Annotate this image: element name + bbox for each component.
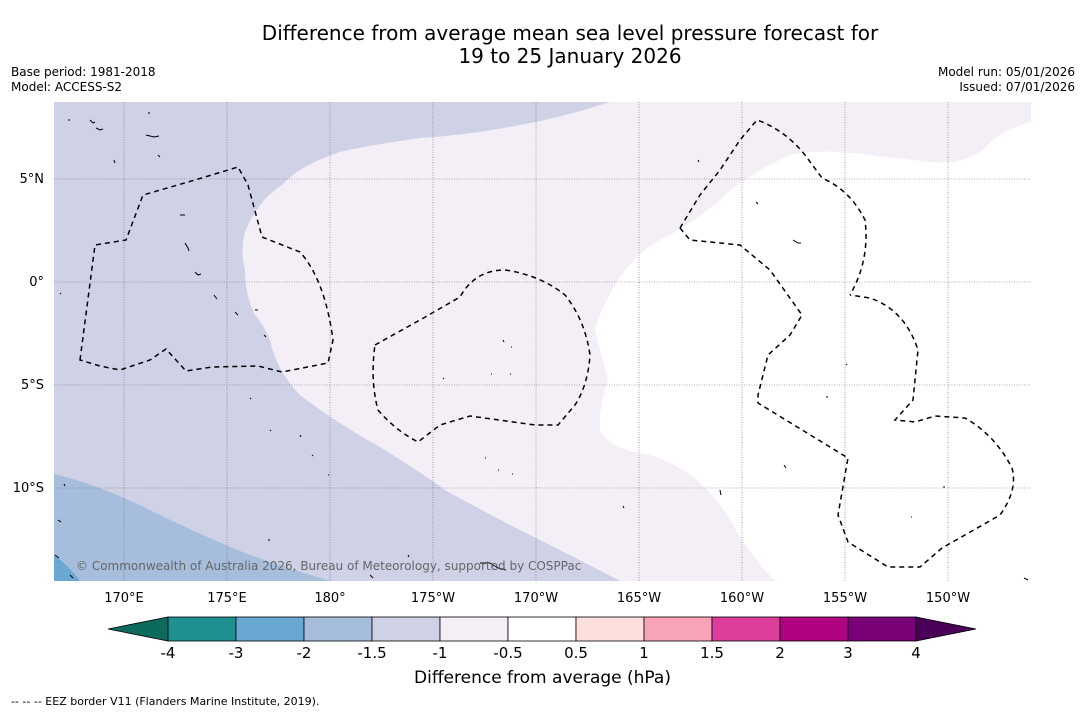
copyright-text: © Commonwealth of Australia 2026, Bureau… bbox=[76, 559, 581, 573]
island-12 bbox=[234, 311, 239, 316]
lon-label-180: 180° bbox=[314, 591, 345, 606]
island-21 bbox=[442, 377, 445, 380]
eez-border-line-islands bbox=[679, 119, 867, 296]
colorbar-seg-6 bbox=[507, 616, 577, 642]
island-40 bbox=[57, 519, 62, 523]
cb-tick-7: 0.5 bbox=[564, 644, 588, 662]
island-3 bbox=[95, 127, 104, 131]
lat-label-5s: 5°S bbox=[21, 378, 44, 393]
base-period: Base period: 1981-2018 bbox=[11, 65, 156, 79]
lon-label-155w: 155°W bbox=[823, 591, 867, 606]
lon-label-175e: 175°E bbox=[207, 591, 247, 606]
island-17 bbox=[755, 201, 759, 205]
lat-label-0: 0° bbox=[29, 275, 44, 290]
island-47 bbox=[1023, 577, 1029, 581]
island-7 bbox=[113, 159, 116, 164]
cb-tick-12: 4 bbox=[911, 644, 921, 662]
lat-label-10s: 10°S bbox=[13, 481, 44, 496]
eez-legend-footer: -- -- -- EEZ border V11 (Flanders Marine… bbox=[11, 695, 320, 708]
island-34 bbox=[299, 434, 302, 438]
colorbar bbox=[107, 616, 977, 642]
island-44 bbox=[407, 554, 410, 558]
colorbar-seg-8 bbox=[643, 616, 713, 642]
colorbar-seg-3 bbox=[303, 616, 373, 642]
gridlines bbox=[54, 102, 1031, 581]
colorbar-seg-5 bbox=[439, 616, 509, 642]
colorbar-above-max bbox=[915, 616, 977, 642]
island-9 bbox=[184, 242, 190, 252]
lon-label-175w: 175°W bbox=[411, 591, 455, 606]
cb-tick-8: 1 bbox=[639, 644, 649, 662]
cb-tick-4: -1.5 bbox=[357, 644, 386, 662]
island-36 bbox=[249, 397, 252, 400]
island-6 bbox=[157, 154, 161, 158]
anomaly-fill-minus-2 bbox=[54, 555, 80, 581]
eez-border-tuvalu-kiribati-west bbox=[79, 166, 334, 373]
island-5 bbox=[145, 134, 160, 138]
island-41 bbox=[54, 554, 60, 559]
cb-tick-1: -4 bbox=[161, 644, 176, 662]
island-26 bbox=[783, 464, 787, 469]
cb-tick-6: -0.5 bbox=[493, 644, 522, 662]
colorbar-seg-9 bbox=[711, 616, 781, 642]
island-39 bbox=[63, 483, 66, 487]
eez-borders bbox=[79, 119, 1015, 568]
cb-tick-5: -1 bbox=[433, 644, 448, 662]
latitude-labels: 5°N 0° 5°S 10°S bbox=[13, 172, 44, 496]
lon-label-170w: 170°W bbox=[514, 591, 558, 606]
lon-label-165w: 165°W bbox=[617, 591, 661, 606]
cb-tick-11: 3 bbox=[843, 644, 853, 662]
island-11 bbox=[213, 294, 218, 300]
colorbar-seg-1 bbox=[167, 616, 237, 642]
lon-label-170e: 170°E bbox=[104, 591, 144, 606]
cb-tick-3: -2 bbox=[297, 644, 312, 662]
colorbar-label: Difference from average (hPa) bbox=[414, 668, 671, 688]
cb-tick-9: 1.5 bbox=[700, 644, 724, 662]
island-19 bbox=[502, 339, 505, 343]
colorbar-seg-2 bbox=[235, 616, 305, 642]
model-run: Model run: 05/01/2026 bbox=[937, 65, 1075, 79]
anomaly-fill-minus-1.5 bbox=[54, 474, 330, 581]
model-name: Model: ACCESS-S2 bbox=[11, 80, 123, 94]
island-42 bbox=[69, 574, 74, 579]
island-37 bbox=[269, 429, 272, 432]
colorbar-seg-11 bbox=[847, 616, 917, 642]
island-18 bbox=[792, 239, 801, 244]
island-10 bbox=[194, 271, 202, 276]
issued-date: Issued: 07/01/2026 bbox=[959, 80, 1075, 94]
meta-right: Model run: 05/01/2026 Issued: 07/01/2026 bbox=[938, 65, 1075, 95]
longitude-labels: 170°E 175°E 180° 175°W 170°W 165°W 160°W… bbox=[104, 591, 970, 606]
islands bbox=[54, 112, 1029, 581]
lon-label-160w: 160°W bbox=[720, 591, 764, 606]
island-46 bbox=[369, 574, 374, 579]
island-15 bbox=[59, 292, 62, 295]
map-title-line2: 19 to 25 January 2026 bbox=[458, 44, 682, 68]
island-27 bbox=[719, 489, 722, 496]
map-area: © Commonwealth of Australia 2026, Bureau… bbox=[54, 102, 1031, 581]
lat-label-5n: 5°N bbox=[20, 172, 45, 187]
island-35 bbox=[311, 454, 314, 457]
island-45 bbox=[480, 562, 507, 571]
meta-left: Base period: 1981-2018 Model: ACCESS-S2 bbox=[11, 65, 156, 95]
colorbar-seg-7 bbox=[575, 616, 645, 642]
colorbar-below-min bbox=[107, 616, 169, 642]
island-16 bbox=[697, 159, 700, 163]
eez-border-tokelau bbox=[372, 269, 591, 443]
anomaly-fill-minus-1 bbox=[54, 102, 620, 581]
cb-tick-10: 2 bbox=[775, 644, 785, 662]
island-24 bbox=[845, 363, 848, 366]
eez-border-line-islands-inner bbox=[679, 227, 1015, 568]
cb-tick-2: -3 bbox=[229, 644, 244, 662]
map-title-line1: Difference from average mean sea level p… bbox=[261, 21, 879, 45]
colorbar-seg-4 bbox=[371, 616, 441, 642]
colorbar-ticks: -4 -3 -2 -1.5 -1 -0.5 0.5 1 1.5 2 3 4 bbox=[161, 644, 921, 662]
island-29 bbox=[622, 505, 625, 509]
colorbar-seg-10 bbox=[779, 616, 849, 642]
island-14 bbox=[263, 334, 267, 338]
island-2 bbox=[89, 119, 96, 124]
lon-label-150w: 150°W bbox=[926, 591, 970, 606]
